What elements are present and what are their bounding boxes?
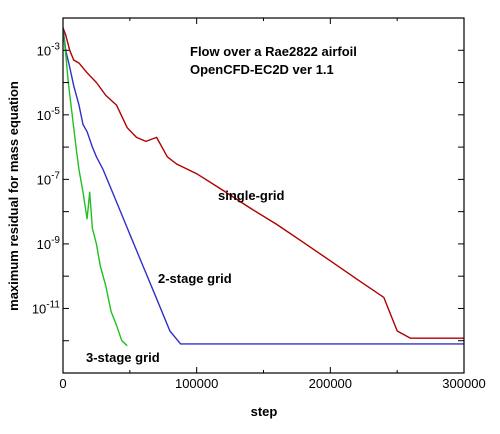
plot-area — [63, 27, 464, 347]
x-tick-label: 200000 — [309, 376, 352, 391]
chart-title-line-2: OpenCFD-EC2D ver 1.1 — [190, 62, 334, 77]
y-tick-label: 10-11 — [32, 299, 61, 316]
x-tick-label: 100000 — [175, 376, 218, 391]
y-tick-label: 10-9 — [37, 235, 61, 252]
series-layer — [63, 27, 464, 347]
y-tick-label: 10-3 — [37, 41, 61, 58]
series-label-3-stage-grid: 3-stage grid — [86, 350, 160, 365]
x-tick-label: 0 — [59, 376, 66, 391]
y-axis-title: maximum residual for mass equation — [6, 81, 21, 311]
x-axis-title: step — [251, 404, 278, 419]
series-label-2-stage-grid: 2-stage grid — [158, 271, 232, 286]
y-tick-label: 10-5 — [37, 106, 61, 123]
x-axis-ticks: 0 100000 200000 300000 — [59, 18, 486, 391]
series-label-single-grid: single-grid — [218, 188, 285, 203]
series-line-3-stage-grid — [63, 30, 128, 347]
chart-title-line-1: Flow over a Rae2822 airfoil — [190, 44, 357, 59]
series-line-single-grid — [63, 27, 464, 339]
series-line-2-stage-grid — [63, 27, 464, 345]
x-tick-label: 300000 — [442, 376, 485, 391]
y-axis-ticks: 10-3 10-5 10-7 10-9 10-11 — [32, 17, 464, 374]
y-tick-label: 10-7 — [37, 170, 61, 187]
